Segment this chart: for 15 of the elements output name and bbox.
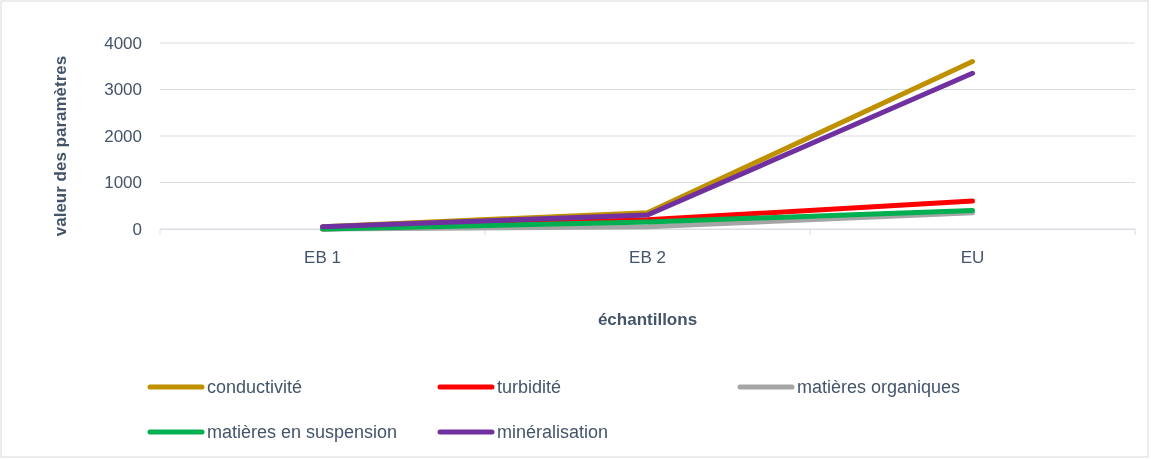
legend-label: minéralisation	[497, 422, 609, 442]
x-tick-label: EB 1	[304, 248, 341, 268]
legend-label: matières organiques	[797, 377, 961, 397]
y-tick-label: 3000	[104, 80, 142, 100]
x-tick-label: EU	[960, 248, 985, 268]
y-axis-title: valeur des paramètres	[51, 55, 70, 237]
legend-label: conductivité	[207, 377, 303, 397]
y-tick-label: 2000	[104, 126, 142, 146]
x-tick-label: EB 2	[629, 248, 666, 268]
x-axis-title: échantillons	[597, 310, 698, 329]
legend-label: matières en suspension	[207, 422, 398, 442]
y-tick-label: 4000	[104, 33, 142, 53]
y-tick-label: 0	[132, 219, 142, 239]
y-tick-label: 1000	[104, 173, 142, 193]
legend-label: turbidité	[497, 377, 562, 397]
